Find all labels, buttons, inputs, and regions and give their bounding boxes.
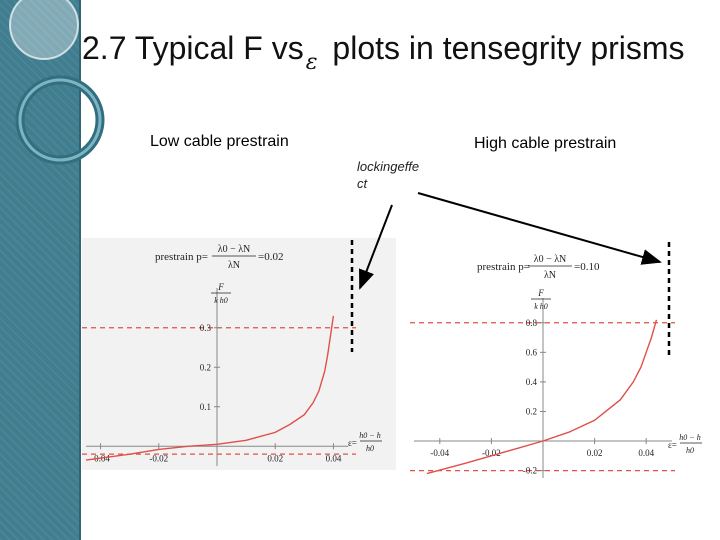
title-epsilon-symbol: ε bbox=[305, 50, 318, 75]
x-label-prefix: ε= bbox=[348, 438, 357, 448]
high-prestrain-label: High cable prestrain bbox=[474, 135, 617, 152]
x-tick-label: 0.02 bbox=[587, 448, 603, 458]
y-tick-label: 0.2 bbox=[526, 406, 537, 416]
slide-title: 2.7 Typical F vsε plots in tensegrity pr… bbox=[82, 30, 685, 75]
y-label-denominator: k h0 bbox=[534, 302, 548, 311]
title-force-symbol: F bbox=[243, 30, 263, 66]
sidebar-edge bbox=[79, 0, 81, 540]
x-label-denominator: h0 bbox=[366, 444, 374, 453]
y-label-numerator: F bbox=[537, 288, 544, 298]
title-suffix: plots in tensegrity prisms bbox=[323, 30, 685, 66]
x-tick-label: -0.02 bbox=[149, 453, 168, 463]
locking-effect-note: lockingeffe ct bbox=[357, 158, 437, 192]
note-line-2: ct bbox=[357, 176, 368, 191]
y-label-numerator: F bbox=[217, 282, 224, 292]
prestrain-fraction-denominator: λN bbox=[228, 260, 240, 271]
prestrain-value: =0.10 bbox=[574, 261, 600, 273]
prestrain-annotation-label: prestrain p= bbox=[155, 251, 208, 263]
y-tick-label: 0.6 bbox=[526, 347, 538, 357]
plot-background bbox=[82, 238, 396, 470]
title-vs: vs bbox=[262, 30, 304, 66]
y-tick-label: -0.2 bbox=[523, 466, 537, 476]
y-tick-label: 0.1 bbox=[200, 402, 211, 412]
y-label-denominator: k h0 bbox=[214, 296, 228, 305]
y-tick-label: 0.3 bbox=[200, 323, 212, 333]
x-label-prefix: ε= bbox=[668, 440, 677, 450]
arrow-to-right-plot bbox=[417, 192, 662, 265]
x-label-numerator: h0 − h bbox=[359, 431, 380, 440]
prestrain-annotation-label: prestrain p= bbox=[477, 261, 530, 273]
plot-high-prestrain: -0.04 -0.02 0.02 0.04 -0.2 0.2 0.4 0.6 0.8 prestr… bbox=[410, 254, 702, 478]
prestrain-fraction-numerator: λ0 − λN bbox=[534, 254, 567, 265]
x-label-numerator: h0 − h bbox=[679, 433, 700, 442]
x-tick-label: 0.02 bbox=[267, 453, 283, 463]
x-label-denominator: h0 bbox=[686, 446, 694, 455]
force-curve-series bbox=[85, 315, 335, 461]
y-tick-label: 0.4 bbox=[526, 377, 538, 387]
x-tick-label: 0.04 bbox=[326, 453, 342, 463]
prestrain-fraction-denominator: λN bbox=[544, 270, 556, 281]
y-tick-label: 0.8 bbox=[526, 318, 538, 328]
low-prestrain-label: Low cable prestrain bbox=[150, 133, 289, 150]
force-curve-series bbox=[426, 319, 658, 475]
arrow-to-left-plot bbox=[359, 204, 393, 290]
x-tick-label: -0.02 bbox=[482, 448, 501, 458]
y-tick-label: 0.2 bbox=[200, 362, 211, 372]
title-prefix: 2.7 Typical bbox=[82, 30, 244, 66]
prestrain-fraction-numerator: λ0 − λN bbox=[218, 244, 251, 255]
prestrain-value: =0.02 bbox=[258, 251, 283, 263]
x-tick-label: -0.04 bbox=[430, 448, 449, 458]
note-line-1: lockingeffe bbox=[357, 159, 420, 174]
decorative-circles bbox=[9, 0, 105, 165]
x-tick-label: 0.04 bbox=[638, 448, 654, 458]
